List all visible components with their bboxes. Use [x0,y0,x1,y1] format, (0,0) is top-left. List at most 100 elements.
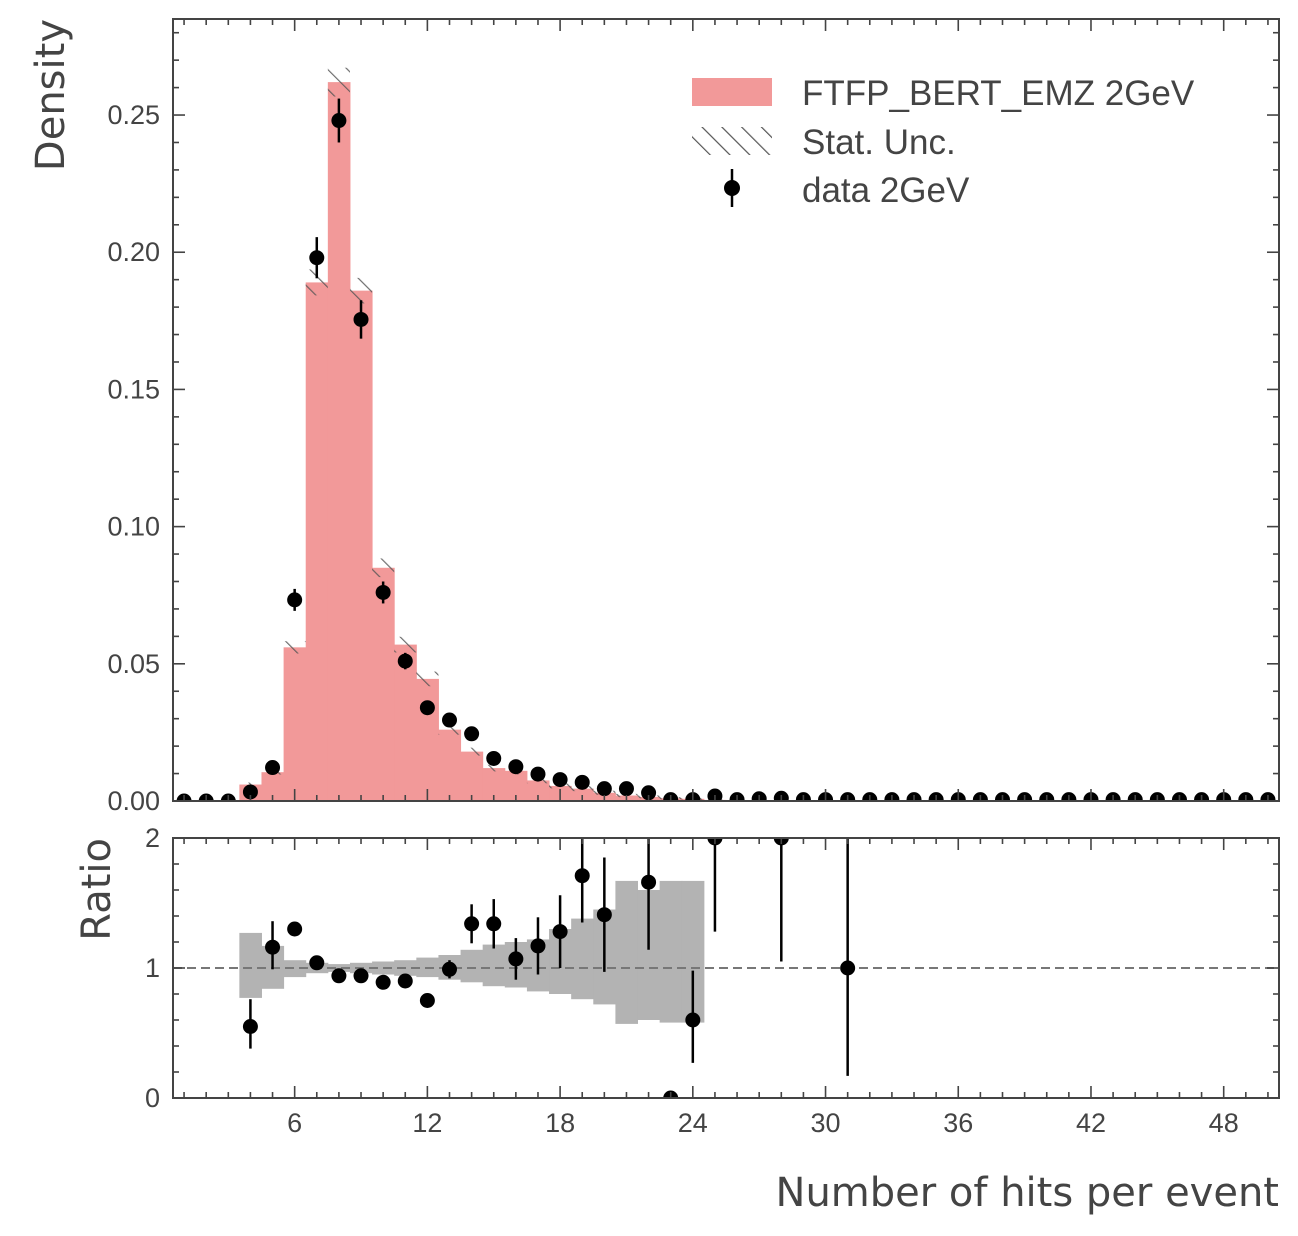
x-tick-label: 6 [287,1108,302,1138]
ratio-point [552,924,568,940]
main-y-tick-label: 0.10 [107,512,160,542]
ratio-band-segment [615,880,639,1024]
x-tick-label: 30 [811,1108,841,1138]
ratio-point [242,1019,258,1034]
data-point [574,774,590,790]
ratio-uncertainty-band [239,880,705,1024]
data-point [707,788,723,801]
data-point [309,250,325,266]
ratio-point [464,916,480,932]
stat-unc-box [305,269,328,296]
ratio-point [641,874,657,890]
main-plot-frame [172,18,1280,802]
histogram-bar [526,780,550,801]
x-tick-label: 48 [1209,1108,1239,1138]
ratio-point [287,921,303,937]
data-point [287,592,303,608]
ratio-band-segment [239,932,262,998]
ratio-plot-frame [172,837,1280,1099]
histogram-bar [438,729,462,801]
histogram-bar [460,751,484,801]
main-y-tick-labels: 0.00 0.05 0.10 0.15 0.20 0.25 [107,100,160,816]
legend-marker-data [724,180,740,196]
ratio-point [486,916,502,932]
data-point [375,584,391,600]
ratio-band-segment [681,880,705,1023]
data-point [464,726,480,742]
legend-label-data: data 2GeV [802,171,970,210]
data-point [331,113,347,129]
x-tick-label: 42 [1076,1108,1106,1138]
ratio-x-tick-labels: 6 12 18 24 30 36 42 48 [287,1108,1239,1138]
ratio-band-segment [659,880,683,1023]
histogram-bar [571,788,594,801]
x-tick-label: 18 [545,1108,575,1138]
legend: FTFP_BERT_EMZ 2GeV Stat. Unc. data 2GeV [692,74,1195,210]
histogram-bar [394,644,417,801]
stat-unc-box [349,277,373,304]
histogram-bar [261,772,285,801]
x-axis-label: Number of hits per event [776,1170,1279,1216]
stat-unc-box [283,641,306,654]
histogram-bar [327,82,351,801]
ratio-point [508,951,524,967]
stat-unc-box [460,747,483,756]
main-plot-area [176,67,1276,801]
main-y-tick-label: 0.00 [107,786,160,816]
ratio-y-tick-labels: 0 1 2 [145,823,160,1113]
ratio-points [242,838,856,1098]
main-y-tick-label: 0.05 [107,649,160,679]
ratio-point [530,938,546,954]
histogram-bar [283,647,307,801]
legend-swatch-stat-unc [692,127,772,155]
ratio-point [574,868,590,884]
x-tick-label: 36 [943,1108,973,1138]
data-point [552,772,568,788]
data-point [242,784,258,800]
stat-unc-box [416,671,439,687]
stat-unc-box [394,636,417,653]
legend-label-mc: FTFP_BERT_EMZ 2GeV [802,74,1195,113]
data-point [486,750,502,766]
data-point [508,759,524,775]
data-point [530,766,546,782]
histogram-bar [305,282,329,801]
ratio-band-segment [482,944,506,987]
histogram-bar [504,770,528,801]
ratio-y-tick-label: 2 [145,823,160,853]
main-y-axis-label: Density [28,19,74,171]
ratio-point [265,939,281,955]
histogram-bar [372,567,395,801]
ratio-point [375,974,391,990]
ratio-band-segment [637,890,661,1020]
x-tick-label: 12 [412,1108,442,1138]
ratio-y-tick-label: 1 [145,953,160,983]
data-point [419,700,435,716]
data-point [618,781,634,797]
ratio-band-segment [571,918,594,1000]
ratio-point [353,968,369,984]
histogram-bar [349,290,373,801]
legend-swatch-mc [692,78,772,106]
stat-unc-box [438,724,461,735]
data-point [442,712,457,728]
data-point [265,760,281,776]
data-point [596,781,612,797]
ratio-y-tick-label: 0 [145,1083,160,1113]
ratio-point [397,973,413,989]
histogram-bar [416,678,439,801]
histogram-bar [482,768,506,801]
ratio-band-segment [283,960,307,978]
stat-unc-box [482,764,505,772]
stat-unc-box [372,558,395,578]
ratio-point [685,1012,701,1028]
data-point [397,653,413,669]
stat-unc-box [327,67,350,97]
x-tick-label: 24 [678,1108,708,1138]
legend-label-stat-unc: Stat. Unc. [802,123,956,162]
ratio-y-axis-label: Ratio [74,838,120,941]
ratio-band-segment [460,949,484,983]
main-y-tick-label: 0.20 [107,237,160,267]
main-y-tick-label: 0.25 [107,100,160,130]
ratio-point [419,993,435,1008]
